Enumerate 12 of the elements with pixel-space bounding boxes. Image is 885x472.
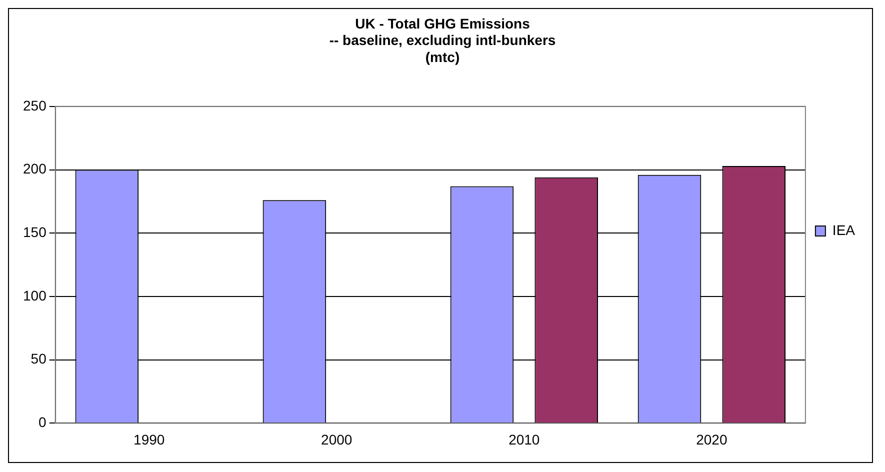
x-tick-label: 2000 — [321, 431, 352, 448]
chart-title: UK - Total GHG Emissions -- baseline, excluding intl-bunkers (mtc) — [329, 15, 556, 65]
legend-label: IEA — [832, 222, 856, 238]
x-tick-label: 2010 — [508, 431, 540, 448]
y-tick-label: 100 — [23, 287, 47, 304]
y-tick-label: 250 — [23, 97, 47, 114]
y-tick-label: 0 — [38, 414, 47, 430]
x-tick-label: 2020 — [696, 431, 728, 448]
y-tick-label: 200 — [23, 160, 47, 177]
y-tick-label: 150 — [23, 224, 47, 240]
x-tick-label: 1990 — [134, 431, 165, 448]
y-tick-label: 50 — [30, 350, 47, 367]
